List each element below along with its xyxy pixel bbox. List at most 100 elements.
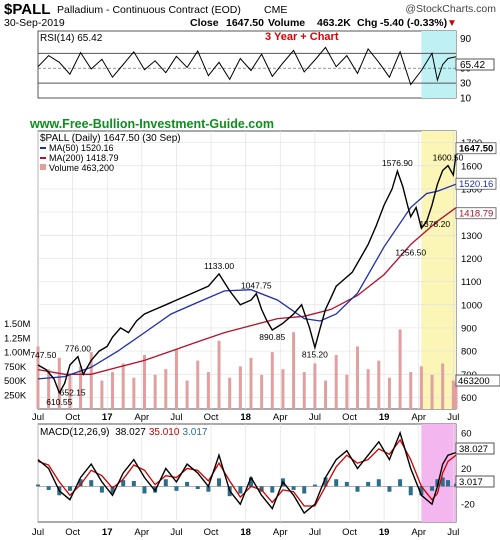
macd-histogram-bar: [398, 479, 403, 487]
macd-value-label: 38.027: [459, 444, 488, 455]
macd-x-tick-label: Oct: [65, 527, 80, 538]
volume-bar: [409, 372, 413, 409]
volume-bar: [355, 346, 359, 409]
macd-histogram-bar: [291, 486, 296, 490]
volume-bar: [174, 349, 178, 409]
price-x-tick-label: Jul: [32, 412, 44, 423]
price-value-box: [455, 177, 497, 190]
macd-x-tick-label: Oct: [204, 527, 219, 538]
rsi-tick-label: 10: [460, 94, 472, 105]
volume-bar: [324, 380, 328, 409]
macd-histogram-bar: [419, 486, 424, 496]
price-annotation-label: 1378.20: [419, 219, 450, 229]
volume-bar: [164, 369, 168, 409]
price-x-tick-label: 19: [379, 412, 390, 423]
chg-label: Chg: [357, 17, 377, 29]
macd-histogram-bar: [142, 486, 147, 494]
symbol-title: $PALL: [4, 1, 50, 18]
rsi-reference-lines: [38, 52, 456, 84]
price-x-tick-label: Apr: [411, 412, 426, 423]
macd-histogram-bar: [366, 481, 371, 487]
macd-x-tick-label: Jul: [170, 527, 182, 538]
macd-frame: [37, 423, 457, 523]
price-annotation-label: 815.20: [302, 350, 328, 360]
volume-bar: [228, 377, 232, 409]
volume-tick-label: 1.25M: [4, 333, 30, 344]
volume-bar: [206, 372, 210, 409]
macd-histogram-bar: [131, 481, 136, 487]
close-label: Close: [190, 17, 219, 29]
volume-bar: [334, 354, 338, 409]
volume-bar: [68, 374, 72, 409]
price-tick-label: 1600: [461, 161, 482, 172]
macd-tick-label: 20: [461, 464, 472, 475]
price-value-label: 1418.79: [459, 209, 493, 220]
price-annotation-label: 610.55: [46, 397, 72, 407]
macd-histogram-bar: [440, 477, 445, 487]
volume-bar: [100, 380, 104, 409]
macd-line: [37, 430, 457, 515]
volume-bar: [454, 382, 458, 409]
macd-histogram-bar: [248, 477, 253, 487]
macd-x-tick-label: 19: [379, 527, 390, 538]
price-value-box: [455, 207, 497, 220]
macd-histogram-bar: [89, 480, 94, 487]
macd-tick-label: 60: [461, 428, 472, 439]
macd-histogram-bar: [408, 486, 413, 496]
volume-tick-label: 250K: [4, 390, 27, 401]
macd-histogram-bar: [376, 479, 381, 487]
macd-histogram-bar: [46, 486, 51, 490]
macd-histogram-bar: [99, 486, 104, 493]
price-value-box: [455, 142, 497, 155]
volume-tick-label: 500K: [4, 376, 27, 387]
price-tick-label: 1300: [461, 231, 482, 242]
volume-value: 463.2K: [317, 17, 351, 29]
price-x-tick-label: Jul: [309, 412, 321, 423]
price-title: $PALL (Daily) 1647.50 (30 Sep): [40, 133, 181, 144]
price-annotation-label: 890.85: [259, 332, 285, 342]
volume-bar: [132, 377, 136, 409]
price-x-tick-label: Oct: [342, 412, 357, 423]
macd-x-tick-label: Jul: [309, 527, 321, 538]
rsi-title: RSI(14) 65.42: [40, 33, 103, 44]
volume-tick-label: 1.50M: [4, 319, 30, 330]
macd-histogram-bar: [355, 486, 360, 492]
macd-value: 38.027: [115, 427, 146, 438]
macd-title: MACD(12,26,9) 38.027 35.010 3.017: [40, 427, 208, 438]
macd-signal-value: 35.010: [149, 427, 180, 438]
price-annotation-label: 747.50: [30, 350, 56, 360]
watermark: @StockCharts.com: [405, 3, 496, 15]
price-x-tick-label: Jul: [170, 412, 182, 423]
macd-x-axis: Jul Oct 17 Apr Jul Oct 18 Apr Jul Oct 19 Apr Jul: [32, 527, 459, 538]
volume-bar: [79, 366, 83, 409]
volume-bar: [398, 329, 402, 409]
macd-panel: MACD(12,26,9) 38.027 35.010 3.017 6020-20 …: [36, 423, 495, 523]
rsi-tick-label: 90: [460, 34, 472, 45]
price-annotation-label: 1576.90: [382, 158, 413, 168]
price-x-tick-label: Oct: [65, 412, 80, 423]
macd-histogram-bar: [121, 480, 126, 487]
price-value-label: 1520.16: [459, 179, 493, 190]
rsi-value-box: [455, 58, 495, 71]
price-frame: [37, 130, 457, 410]
volume-bar: [111, 372, 115, 409]
rsi-frame: [37, 30, 457, 99]
macd-title-prefix: MACD(12,26,9): [40, 427, 109, 438]
volume-bar: [377, 360, 381, 409]
macd-value-box: [455, 442, 495, 455]
ma50-line: [37, 183, 457, 380]
macd-x-tick-label: 17: [102, 527, 113, 538]
price-annotation-label: 1600.50: [433, 153, 464, 163]
macd-hist-box: [455, 475, 495, 488]
macd-x-tick-label: Apr: [134, 527, 149, 538]
volume-bar: [451, 380, 455, 409]
down-arrow-icon: ▼: [447, 18, 457, 29]
volume-bar: [260, 374, 264, 409]
price-annotation-label: 1133.00: [204, 261, 234, 271]
price-annotation-label: 1047.75: [241, 281, 272, 291]
volume-bar: [281, 369, 285, 409]
volume-bar: [419, 366, 423, 409]
volume-bar: [121, 363, 125, 409]
rsi-panel: RSI(14) 65.42 3 Year + Chart 90503010 65…: [37, 30, 495, 105]
